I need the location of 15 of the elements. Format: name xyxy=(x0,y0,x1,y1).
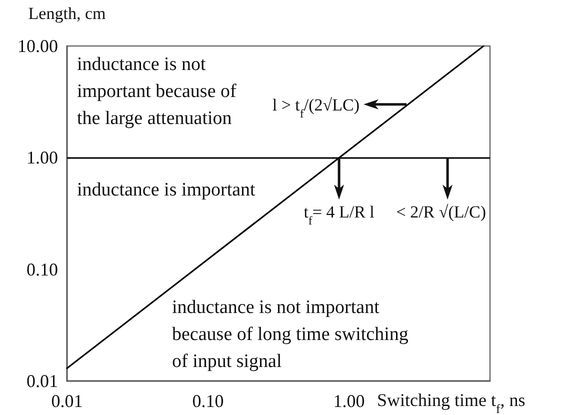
x-tick-label: 0.01 xyxy=(51,391,83,411)
x-axis-title: Switching time t$_{f}$, ns xyxy=(377,390,526,415)
y-tick-label: 10.00 xyxy=(18,36,58,56)
y-axis-title: Length, cm xyxy=(28,4,106,23)
x-tick-label: 1.00 xyxy=(333,391,365,411)
annotation: inductance is important xyxy=(77,180,256,201)
y-tick-label: 0.10 xyxy=(26,259,58,280)
y-tick-label: 0.01 xyxy=(26,371,58,391)
annotation: inductance is not important because of long time switching of input signal xyxy=(172,297,409,372)
annotation: l > t$_{f}$/(2√LC) xyxy=(272,95,360,120)
y-tick-label: 1.00 xyxy=(26,148,58,168)
x-tick-label: 0.10 xyxy=(192,391,224,411)
annotation: < 2/R √(L/C) xyxy=(396,202,486,222)
annotation: inductance is not important because of the large attenuation xyxy=(77,54,237,129)
annotation: t$_{f}$= 4 L/R l xyxy=(304,202,375,228)
